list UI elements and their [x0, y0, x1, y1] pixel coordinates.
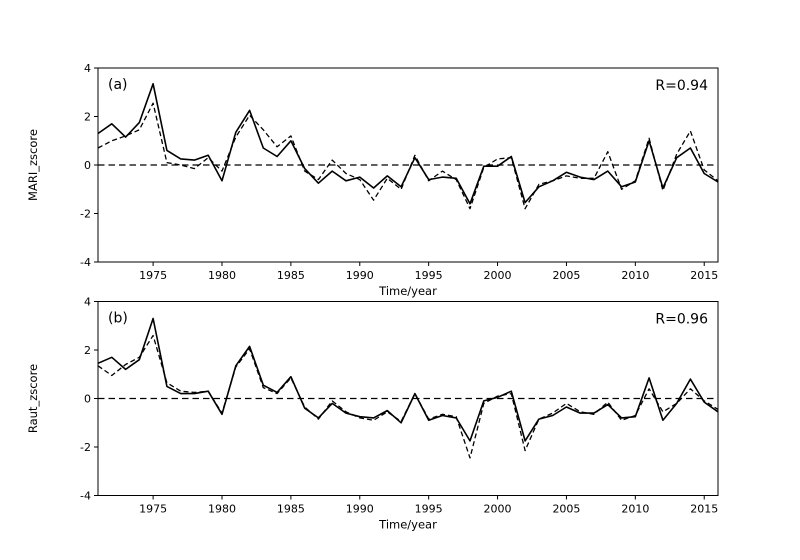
correlation-label: R=0.94: [655, 78, 708, 94]
y-tick-label: -4: [80, 490, 91, 503]
y-tick-label: -2: [80, 441, 91, 454]
x-tick-label: 2005: [552, 503, 580, 516]
x-tick-label: 1985: [277, 503, 305, 516]
y-tick-label: 0: [84, 393, 91, 406]
panel-a: 1975 1980 1985 1990 1995 2000 2005 2010 2015 4 2 0 -…: [26, 62, 719, 298]
x-tick-label: 1995: [415, 269, 443, 282]
x-axis-title: Time/year: [378, 518, 437, 532]
x-axis-title: Time/year: [378, 284, 437, 298]
dashed-series-line: [97, 334, 719, 459]
panel-label: (b): [108, 311, 128, 327]
x-tick-label: 1980: [208, 503, 236, 516]
y-tick-label: 2: [84, 344, 91, 357]
x-tick-label: 2000: [484, 503, 512, 516]
y-axis-title: MARI_zscore: [26, 129, 40, 201]
dashed-series-line: [97, 102, 719, 210]
x-tick-label: 2010: [621, 269, 649, 282]
y-tick-label: -2: [80, 208, 91, 221]
solid-series-line: [97, 83, 719, 205]
y-tick-label: 0: [84, 159, 91, 172]
x-tick-label: 2015: [690, 503, 718, 516]
correlation-label: R=0.96: [655, 312, 708, 328]
y-axis-title: Raut_zscore: [26, 364, 40, 433]
y-tick-label: 2: [84, 111, 91, 124]
solid-series-line: [97, 317, 719, 442]
x-tick-label: 2015: [690, 269, 718, 282]
x-tick-label: 2005: [552, 269, 580, 282]
x-tick-label: 1990: [346, 269, 374, 282]
x-tick-label: 1975: [139, 269, 167, 282]
x-tick-label: 1975: [139, 503, 167, 516]
x-tick-label: 2000: [484, 269, 512, 282]
y-tick-label: 4: [84, 296, 91, 309]
x-tick-label: 2010: [621, 503, 649, 516]
panel-label: (a): [108, 77, 128, 93]
x-tick-label: 1980: [208, 269, 236, 282]
panel-b: 1975 1980 1985 1990 1995 2000 2005 2010 2015 4 2 0 -…: [26, 296, 719, 532]
y-tick-label: -4: [80, 256, 91, 269]
y-tick-label: 4: [84, 62, 91, 75]
x-tick-label: 1985: [277, 269, 305, 282]
x-tick-label: 1995: [415, 503, 443, 516]
x-tick-label: 1990: [346, 503, 374, 516]
